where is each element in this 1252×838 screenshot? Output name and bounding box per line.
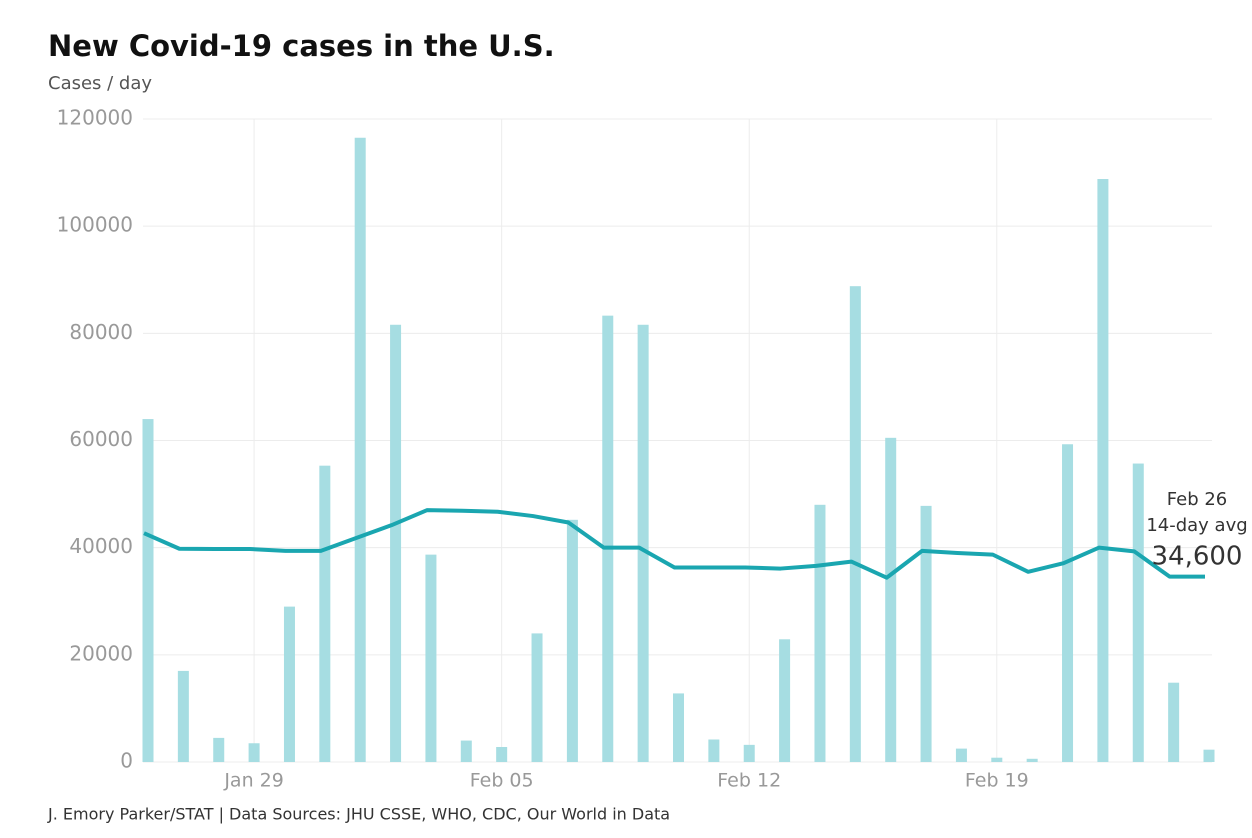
bar xyxy=(1132,463,1144,762)
bar xyxy=(743,744,755,762)
bar xyxy=(991,757,1003,762)
bar xyxy=(602,315,614,762)
x-tick-label: Feb 05 xyxy=(470,770,534,792)
bar xyxy=(1062,444,1074,762)
bar xyxy=(814,504,826,762)
bar xyxy=(566,519,578,762)
bar xyxy=(248,743,260,762)
y-tick-label: 0 xyxy=(120,749,133,773)
avg-line xyxy=(143,508,1205,580)
bar xyxy=(460,740,472,762)
bar xyxy=(390,324,402,762)
bar xyxy=(1168,682,1180,762)
annotation-label: 14-day avg xyxy=(1146,515,1247,536)
bar xyxy=(496,746,508,762)
y-tick-label: 60000 xyxy=(69,427,133,451)
bar xyxy=(1026,758,1038,762)
bar xyxy=(142,419,154,762)
bar xyxy=(425,554,437,762)
y-tick-label: 40000 xyxy=(69,534,133,558)
y-tick-label: 100000 xyxy=(57,213,133,237)
chart-subtitle: Cases / day xyxy=(48,73,152,94)
bar xyxy=(779,639,791,762)
chart-title: New Covid-19 cases in the U.S. xyxy=(48,29,555,63)
bar xyxy=(637,324,649,762)
bar xyxy=(283,606,295,762)
bar xyxy=(955,748,967,762)
y-tick-label: 120000 xyxy=(57,106,133,130)
bar xyxy=(319,465,331,762)
bar xyxy=(213,737,225,762)
y-tick-label: 20000 xyxy=(69,641,133,665)
y-tick-label: 80000 xyxy=(69,320,133,344)
bar xyxy=(708,739,720,762)
x-tick-label: Feb 19 xyxy=(965,770,1029,792)
x-tick-label: Jan 29 xyxy=(223,770,284,792)
bar xyxy=(1203,749,1215,762)
annotation-date: Feb 26 xyxy=(1167,489,1228,510)
x-tick-label: Feb 12 xyxy=(717,770,781,792)
source: J. Emory Parker/STAT | Data Sources: JHU… xyxy=(47,805,670,824)
bar xyxy=(885,437,897,762)
bar xyxy=(177,670,189,762)
bar xyxy=(1097,179,1109,763)
bar xyxy=(920,505,932,762)
bar xyxy=(354,137,366,763)
annotation-value: 34,600 xyxy=(1152,542,1243,572)
bar xyxy=(531,633,543,762)
bar xyxy=(849,286,861,762)
bar xyxy=(673,693,684,762)
